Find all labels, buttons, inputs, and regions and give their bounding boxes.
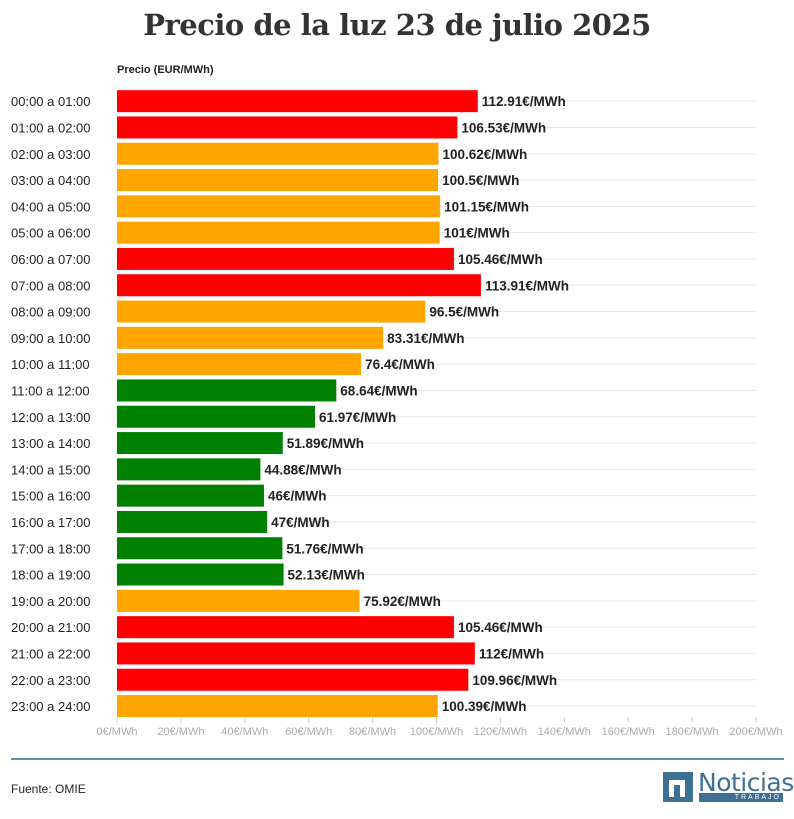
value-label: 112€/MWh bbox=[479, 646, 544, 661]
category-label: 08:00 a 09:00 bbox=[11, 305, 91, 320]
bar bbox=[117, 169, 439, 192]
bar bbox=[117, 195, 441, 218]
category-label: 07:00 a 08:00 bbox=[11, 278, 91, 293]
bar bbox=[117, 353, 362, 376]
bar bbox=[117, 90, 478, 113]
value-label: 52.13€/MWh bbox=[288, 568, 365, 583]
bar bbox=[117, 274, 481, 297]
value-label: 83.31€/MWh bbox=[387, 331, 464, 346]
value-label: 112.91€/MWh bbox=[482, 94, 566, 109]
x-tick-label: 60€/MWh bbox=[285, 726, 332, 738]
x-tick-label: 200€/MWh bbox=[729, 726, 782, 738]
category-label: 01:00 a 02:00 bbox=[11, 120, 91, 135]
source-note: Fuente: OMIE bbox=[11, 782, 86, 796]
x-tick-label: 180€/MWh bbox=[665, 726, 718, 738]
category-label: 03:00 a 04:00 bbox=[11, 173, 91, 188]
value-label: 101€/MWh bbox=[444, 226, 510, 241]
chart-title: Precio de la luz 23 de julio 2025 bbox=[143, 8, 651, 42]
bar bbox=[117, 616, 454, 639]
logo-word: Noticias bbox=[698, 768, 794, 797]
category-label: 21:00 a 22:00 bbox=[11, 646, 91, 661]
bar bbox=[117, 642, 475, 665]
noticias-trabajo-logo: Noticias TRABAJO bbox=[663, 768, 794, 803]
axis-title: Precio (EUR/MWh) bbox=[117, 64, 214, 76]
value-label: 113.91€/MWh bbox=[485, 278, 569, 293]
value-label: 76.4€/MWh bbox=[365, 357, 435, 372]
value-label: 100.5€/MWh bbox=[442, 173, 519, 188]
value-label: 100.62€/MWh bbox=[442, 147, 527, 162]
category-label: 15:00 a 16:00 bbox=[11, 489, 91, 504]
bar bbox=[117, 510, 268, 533]
footer-divider bbox=[11, 758, 784, 760]
value-label: 75.92€/MWh bbox=[364, 594, 441, 609]
value-label: 51.76€/MWh bbox=[286, 541, 363, 556]
x-tick-label: 0€/MWh bbox=[97, 726, 138, 738]
value-label: 106.53€/MWh bbox=[461, 120, 546, 135]
category-label: 06:00 a 07:00 bbox=[11, 252, 91, 267]
bar bbox=[117, 221, 440, 244]
bar bbox=[117, 589, 360, 612]
value-label: 61.97€/MWh bbox=[319, 410, 396, 425]
x-tick-label: 80€/MWh bbox=[349, 726, 396, 738]
x-tick-label: 160€/MWh bbox=[602, 726, 655, 738]
category-label: 00:00 a 01:00 bbox=[11, 94, 91, 109]
category-label: 14:00 a 15:00 bbox=[11, 462, 91, 477]
category-label: 12:00 a 13:00 bbox=[11, 410, 91, 425]
category-label: 23:00 a 24:00 bbox=[11, 699, 91, 714]
value-label: 105.46€/MWh bbox=[458, 620, 543, 635]
category-label: 13:00 a 14:00 bbox=[11, 436, 91, 451]
value-label: 101.15€/MWh bbox=[444, 199, 529, 214]
value-label: 109.96€/MWh bbox=[472, 673, 557, 688]
bar bbox=[117, 247, 454, 270]
value-label: 51.89€/MWh bbox=[287, 436, 364, 451]
bar bbox=[117, 326, 384, 349]
category-label: 09:00 a 10:00 bbox=[11, 331, 91, 346]
category-label: 05:00 a 06:00 bbox=[11, 226, 91, 241]
bar bbox=[117, 300, 426, 323]
value-label: 44.88€/MWh bbox=[264, 462, 341, 477]
category-label: 11:00 a 12:00 bbox=[11, 383, 90, 398]
bar bbox=[117, 116, 458, 139]
bar bbox=[117, 379, 337, 402]
category-label: 22:00 a 23:00 bbox=[11, 673, 91, 688]
value-label: 47€/MWh bbox=[271, 515, 330, 530]
category-label: 16:00 a 17:00 bbox=[11, 515, 91, 530]
bar bbox=[117, 668, 469, 691]
x-tick-label: 140€/MWh bbox=[538, 726, 591, 738]
x-tick-label: 100€/MWh bbox=[410, 726, 463, 738]
logo-mark-icon bbox=[663, 772, 693, 802]
value-label: 96.5€/MWh bbox=[429, 305, 499, 320]
x-tick-label: 20€/MWh bbox=[157, 726, 204, 738]
category-label: 18:00 a 19:00 bbox=[11, 568, 91, 583]
bar bbox=[117, 432, 283, 455]
bar bbox=[117, 142, 439, 165]
category-label: 04:00 a 05:00 bbox=[11, 199, 91, 214]
category-label: 02:00 a 03:00 bbox=[11, 147, 91, 162]
category-label: 19:00 a 20:00 bbox=[11, 594, 91, 609]
bar bbox=[117, 484, 264, 507]
bar bbox=[117, 563, 284, 586]
x-tick-label: 120€/MWh bbox=[474, 726, 527, 738]
value-label: 46€/MWh bbox=[268, 489, 327, 504]
category-label: 10:00 a 11:00 bbox=[11, 357, 90, 372]
category-label: 17:00 a 18:00 bbox=[11, 541, 91, 556]
bar bbox=[117, 458, 261, 481]
logo-subtitle: TRABAJO bbox=[699, 793, 783, 802]
x-tick-label: 40€/MWh bbox=[221, 726, 268, 738]
bar bbox=[117, 537, 283, 560]
value-label: 100.39€/MWh bbox=[442, 699, 527, 714]
value-label: 105.46€/MWh bbox=[458, 252, 543, 267]
bar bbox=[117, 695, 438, 718]
bar-chart: Precio (EUR/MWh) 0€/MWh 20€/MWh 40€/MWh 60€/… bbox=[11, 64, 783, 738]
value-label: 68.64€/MWh bbox=[340, 383, 417, 398]
category-label: 20:00 a 21:00 bbox=[11, 620, 91, 635]
bar bbox=[117, 405, 315, 428]
